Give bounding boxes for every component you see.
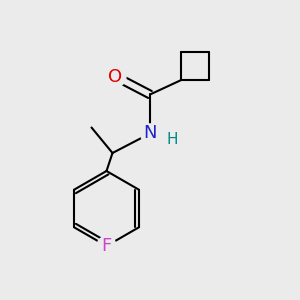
Text: H: H (167, 132, 178, 147)
Text: N: N (143, 124, 157, 142)
Text: O: O (108, 68, 123, 85)
Text: F: F (101, 237, 112, 255)
Circle shape (97, 236, 116, 256)
Circle shape (105, 66, 126, 87)
Circle shape (140, 124, 160, 143)
